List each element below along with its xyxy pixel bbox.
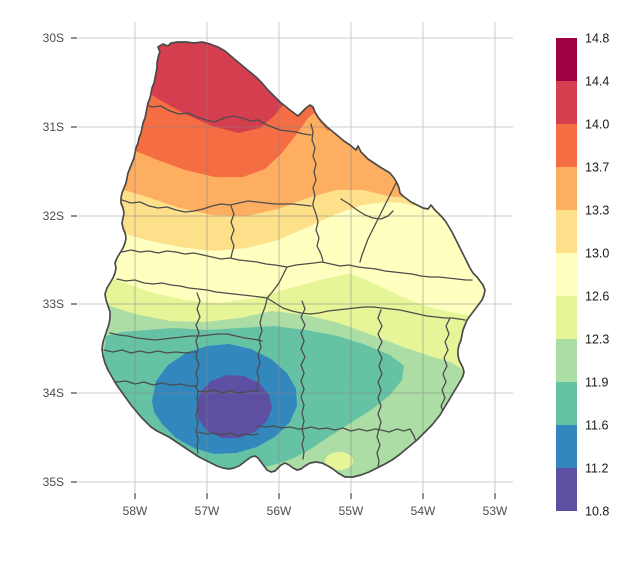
uruguay-border: [101, 41, 486, 478]
contour-fill-layer: [102, 42, 485, 477]
legend-swatch: [556, 210, 577, 253]
y-tick-label: 34S: [43, 386, 64, 400]
x-tick-label: 54W: [411, 504, 436, 518]
legend-swatch: [556, 339, 577, 382]
y-tick-label: 30S: [43, 31, 64, 45]
legend-label: 11.9: [585, 376, 608, 390]
legend-label: 13.7: [585, 161, 609, 175]
x-tick-label: 57W: [195, 504, 220, 518]
legend-label: 12.3: [585, 333, 609, 347]
legend-label: 14.8: [585, 32, 609, 46]
legend-swatch: [556, 253, 577, 296]
y-tick-label: 31S: [43, 120, 64, 134]
legend-label: 11.2: [585, 462, 608, 476]
legend-label: 11.6: [585, 419, 608, 433]
x-tick-label: 56W: [267, 504, 292, 518]
x-tick-label: 58W: [123, 504, 148, 518]
legend-label: 12.6: [585, 290, 609, 304]
legend-label: 13.3: [585, 204, 609, 218]
legend-label: 10.8: [585, 505, 609, 519]
y-tick-label: 35S: [43, 475, 64, 489]
legend-label: 14.0: [585, 118, 609, 132]
legend-swatch: [556, 167, 577, 210]
y-tick-label: 33S: [43, 297, 64, 311]
legend-swatch: [556, 382, 577, 425]
legend-swatch: [556, 296, 577, 339]
x-tick-label: 55W: [339, 504, 364, 518]
legend-label: 13.0: [585, 247, 609, 261]
legend-swatch: [556, 425, 577, 468]
legend-colorbar: 14.8 14.4 14.0 13.7 13.3 13.0 12.6 12.3 11.9 11.6…: [556, 32, 609, 519]
x-tick-label: 53W: [483, 504, 508, 518]
department-boundaries: [103, 103, 473, 468]
axis-layer: 58W 57W 56W 55W 54W 53W 30S 31S 32S 33S 34S 35S: [43, 31, 508, 518]
legend-label: 14.4: [585, 75, 609, 89]
legend-swatch: [556, 38, 577, 81]
contour-band-14.0-14.4: [102, 42, 292, 133]
legend-swatch: [556, 468, 577, 511]
y-tick-label: 32S: [43, 209, 64, 223]
legend-swatch: [556, 81, 577, 124]
coastal-warm-pocket: [325, 452, 353, 470]
legend-swatch: [556, 124, 577, 167]
